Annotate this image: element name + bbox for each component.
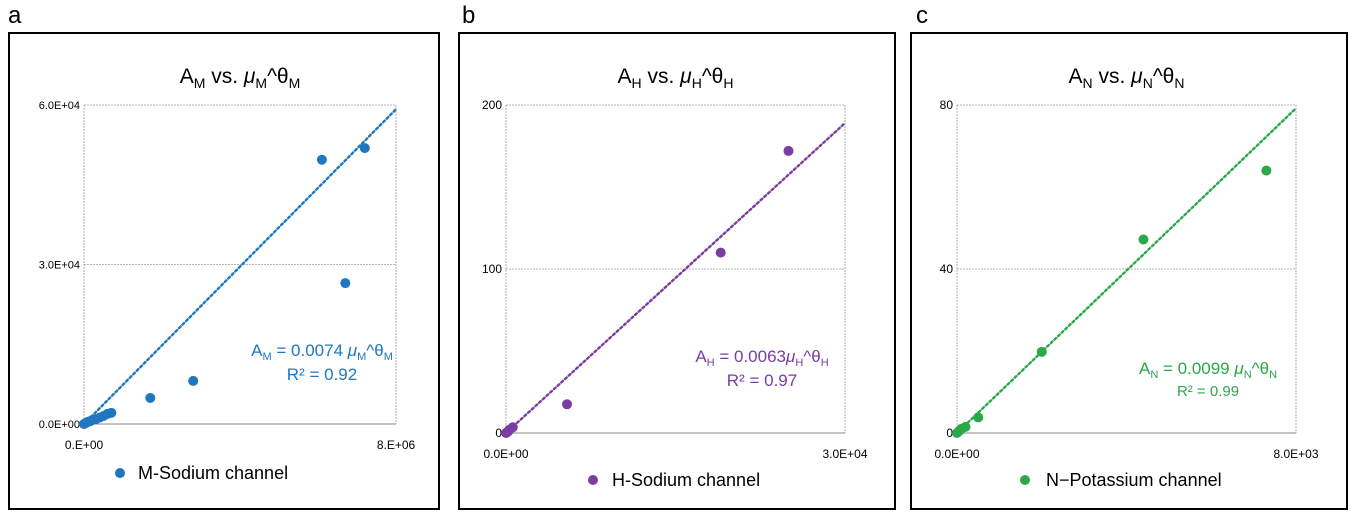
trendline bbox=[504, 121, 847, 435]
y-tick-label: 0.0E+00 bbox=[39, 419, 80, 431]
legend-label: N−Potassium channel bbox=[1046, 470, 1222, 490]
data-point bbox=[973, 412, 984, 423]
r-squared-label: R² = 0.97 bbox=[727, 371, 797, 390]
data-point bbox=[715, 247, 726, 258]
x-tick-label: 8.0E+03 bbox=[1273, 447, 1318, 461]
y-tick-label: 200 bbox=[482, 98, 502, 112]
data-point bbox=[783, 145, 794, 156]
trendline bbox=[955, 107, 1298, 435]
data-point bbox=[562, 399, 573, 410]
y-tick-label: 100 bbox=[482, 262, 502, 276]
trendline-equation: AM = 0.0074 μM^θM bbox=[251, 341, 393, 363]
data-point bbox=[507, 422, 518, 433]
y-tick-label: 40 bbox=[940, 262, 954, 276]
data-point bbox=[188, 375, 199, 386]
chart-title: AN vs. μN^θN bbox=[1069, 65, 1185, 91]
panel-letter-a: a bbox=[8, 2, 22, 29]
panel-letter-b: b bbox=[462, 2, 476, 29]
y-tick-label: 6.0E+04 bbox=[39, 100, 80, 112]
data-point bbox=[106, 407, 117, 418]
x-tick-label: 8.E+06 bbox=[377, 438, 416, 452]
trendline-equation: AH = 0.0063μH^θH bbox=[695, 347, 828, 369]
trendline-equation: AN = 0.0099 μN^θN bbox=[1139, 359, 1277, 381]
data-point bbox=[1138, 234, 1149, 245]
x-tick-label: 0.0E+00 bbox=[483, 447, 528, 461]
legend-label: H-Sodium channel bbox=[612, 470, 760, 490]
y-tick-label: 3.0E+04 bbox=[39, 260, 80, 272]
y-tick-label: 0 bbox=[495, 426, 502, 440]
legend-marker bbox=[115, 468, 125, 478]
data-point bbox=[340, 278, 351, 289]
x-tick-label: 3.0E+04 bbox=[822, 447, 867, 461]
chart-panel-c bbox=[910, 32, 1348, 510]
legend-marker bbox=[1020, 475, 1030, 485]
x-tick-label: 0.0E+00 bbox=[934, 447, 979, 461]
panel-letter-c: c bbox=[916, 2, 928, 29]
legend-marker bbox=[588, 475, 598, 485]
data-point bbox=[1036, 346, 1047, 357]
data-point bbox=[1261, 165, 1272, 176]
chart-title: AM vs. μM^θM bbox=[180, 65, 301, 91]
chart-title: AH vs. μH^θH bbox=[618, 65, 734, 91]
r-squared-label: R² = 0.92 bbox=[287, 365, 357, 384]
data-point bbox=[359, 143, 370, 154]
x-tick-label: 0.E+00 bbox=[65, 438, 104, 452]
legend-label: M-Sodium channel bbox=[138, 463, 288, 483]
chart-c: 0 40 80 0.0E+00 8.0E+03 AN vs. μN^θN AN = 0.00… bbox=[934, 65, 1318, 490]
data-point bbox=[145, 392, 156, 403]
trendline bbox=[82, 108, 398, 426]
chart-a: 0.0E+00 3.0E+04 6.0E+04 0.E+00 8.E+06 AM vs. … bbox=[39, 65, 416, 483]
y-tick-label: 0 bbox=[946, 426, 953, 440]
chart-panel-b bbox=[458, 32, 896, 510]
data-point bbox=[316, 154, 327, 165]
chart-panel-a bbox=[8, 32, 440, 510]
r-squared-label: R² = 0.99 bbox=[1177, 383, 1239, 400]
data-point bbox=[960, 421, 971, 432]
chart-b: 0 100 200 0.0E+00 3.0E+04 AH vs. μH^θH AH = 0.… bbox=[482, 65, 868, 490]
y-tick-label: 80 bbox=[940, 98, 954, 112]
